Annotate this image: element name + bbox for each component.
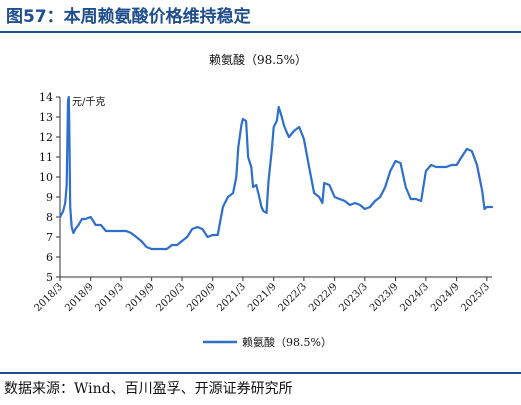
chart-axes: 5678910111213142018/32018/92019/32019/92… <box>32 91 492 314</box>
x-tick-label: 2020/3 <box>154 281 187 314</box>
lysine-price-chart: 赖氨酸（98.5%） 5678910111213142018/32018/920… <box>32 52 494 349</box>
y-tick-label: 6 <box>46 251 53 264</box>
x-tick-label: 2025/3 <box>459 281 492 314</box>
x-tick-label: 2024/9 <box>429 281 462 314</box>
y-axis-unit-label: 元/千克 <box>72 96 105 108</box>
source-rule <box>0 372 521 374</box>
x-tick-label: 2021/9 <box>246 281 279 314</box>
x-tick-label: 2023/3 <box>337 281 370 314</box>
x-tick-label: 2023/9 <box>368 281 401 314</box>
y-tick-label: 11 <box>39 151 53 164</box>
title-rule <box>0 31 521 33</box>
y-tick-label: 12 <box>39 131 53 144</box>
y-tick-label: 5 <box>46 271 53 284</box>
x-tick-label: 2019/9 <box>124 281 157 314</box>
y-tick-label: 8 <box>46 211 53 224</box>
x-tick-label: 2018/9 <box>63 281 96 314</box>
y-tick-label: 9 <box>46 191 53 204</box>
x-tick-label: 2019/3 <box>93 281 126 314</box>
y-tick-label: 10 <box>39 171 53 184</box>
series-line <box>58 95 494 251</box>
legend-label: 赖氨酸（98.5%） <box>242 335 332 349</box>
y-tick-label: 13 <box>39 111 53 124</box>
y-tick-label: 14 <box>39 91 53 104</box>
x-tick-label: 2020/9 <box>185 281 218 314</box>
chart-title: 赖氨酸（98.5%） <box>209 52 307 67</box>
y-tick-label: 7 <box>46 231 53 244</box>
x-tick-label: 2018/3 <box>32 281 65 314</box>
chart-plot-area <box>58 95 494 251</box>
chart-legend: 赖氨酸（98.5%） <box>203 335 332 349</box>
x-tick-label: 2022/9 <box>307 281 340 314</box>
source-note: 数据来源：Wind、百川盈孚、开源证券研究所 <box>4 381 293 397</box>
x-tick-label: 2022/3 <box>276 281 309 314</box>
figure-title: 图57：本周赖氨酸价格维持稳定 <box>6 7 251 27</box>
x-tick-label: 2024/3 <box>398 281 431 314</box>
x-tick-label: 2021/3 <box>215 281 248 314</box>
